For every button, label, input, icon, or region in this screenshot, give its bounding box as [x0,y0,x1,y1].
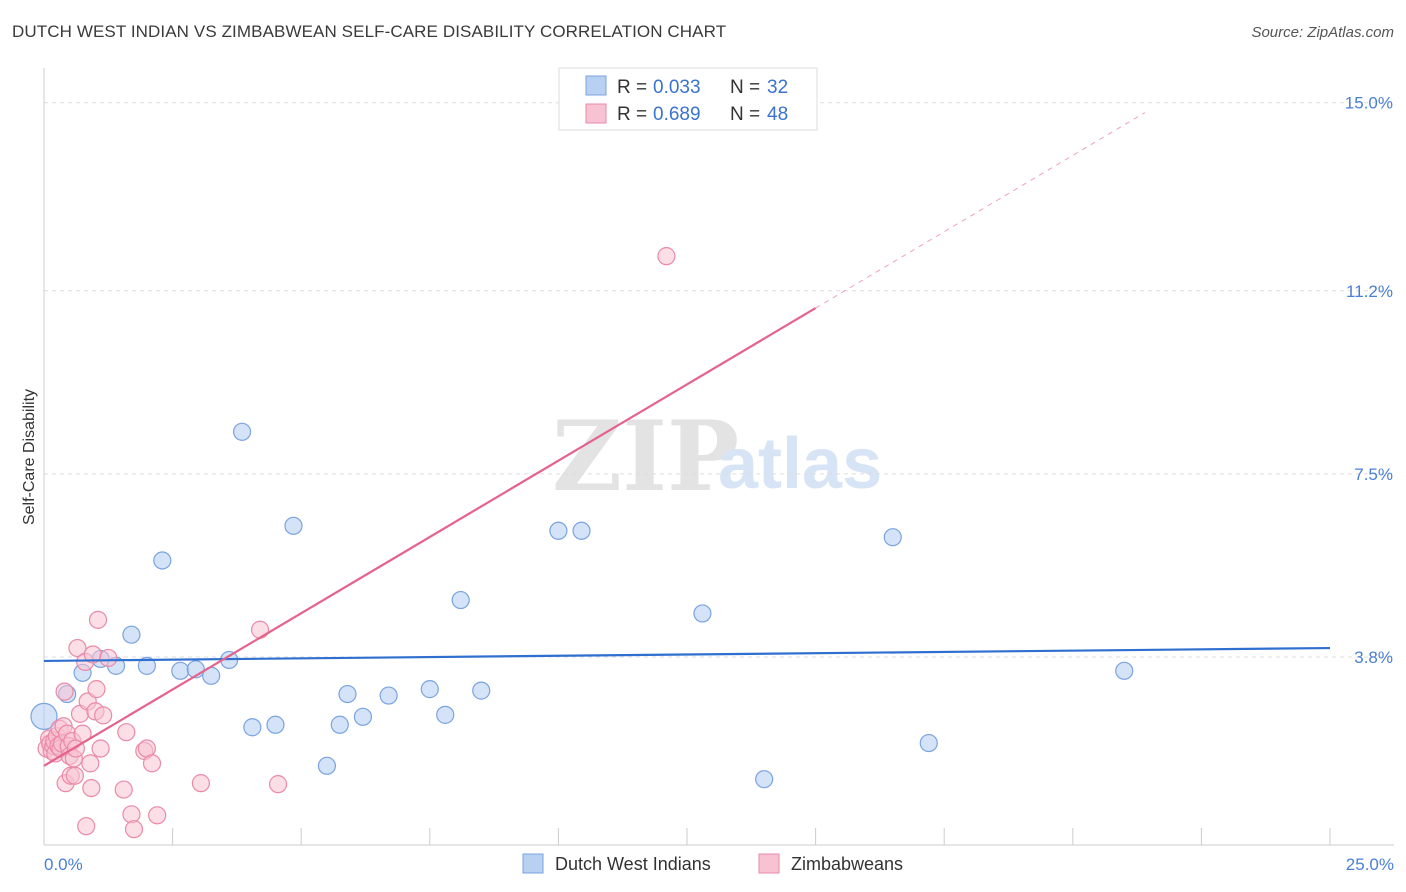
point-zimbabweans [122,805,141,824]
point-zimbabweans [268,775,288,794]
chart-title: DUTCH WEST INDIAN VS ZIMBABWEAN SELF-CAR… [12,22,727,41]
point-dutch-west-indians [338,684,357,704]
point-zimbabweans [68,638,87,658]
point-zimbabweans [88,610,108,629]
point-dutch-west-indians [755,770,774,789]
point-dutch-west-indians [353,707,373,726]
legend-r-value-2: 0.689 [653,104,701,125]
watermark-zip: ZIP [552,400,739,513]
x-axis-ticks [172,828,1331,845]
point-dutch-west-indians [137,656,156,675]
x-tick-label-min: 0.0% [44,855,83,874]
trend-line-zimbabweans-extension [815,112,1146,309]
point-zimbabweans [124,820,144,839]
y-tick-labels: 3.8% 7.5% 11.2% 15.0% [1345,94,1393,667]
bottom-legend-label-zimbabweans: Zimbabweans [791,854,903,874]
trend-lines [43,112,1331,767]
point-zimbabweans [77,817,96,836]
point-dutch-west-indians [284,516,303,535]
point-zimbabweans [114,780,133,799]
point-dutch-west-indians [451,590,470,610]
y-tick-label: 11.2% [1346,282,1393,301]
legend-r-label-1: R = [617,77,647,98]
watermark-atlas: atlas [718,424,882,504]
point-zimbabweans [81,754,100,773]
legend-n-value-2: 48 [767,104,788,125]
point-zimbabweans [82,778,101,798]
source-credit: Source: ZipAtlas.com [1251,24,1394,41]
point-zimbabweans [91,739,110,758]
point-dutch-west-indians [919,733,938,753]
point-dutch-west-indians [379,686,398,705]
point-zimbabweans [191,774,210,793]
legend-swatch-blue [585,75,607,96]
point-dutch-west-indians [436,705,455,724]
point-dutch-west-indians [883,528,902,547]
point-dutch-west-indians [243,718,262,737]
point-dutch-west-indians [266,715,285,734]
point-zimbabweans [55,682,74,701]
series-legend: Dutch West Indians Zimbabweans [522,853,903,874]
point-zimbabweans [99,648,118,668]
trend-line-dutch-west-indians [43,646,1331,663]
legend-swatch-pink [585,103,607,124]
point-dutch-west-indians [472,681,491,700]
point-zimbabweans [117,723,136,742]
y-tick-label: 15.0% [1345,94,1393,113]
legend-n-label-1: N = [730,77,760,98]
point-zimbabweans [657,247,676,266]
point-dutch-west-indians [171,661,190,680]
x-tick-label-max: 25.0% [1346,855,1394,874]
y-tick-label: 7.5% [1354,465,1393,484]
point-dutch-west-indians [153,551,172,570]
point-zimbabweans [65,766,84,785]
y-axis-title: Self-Care Disability [21,389,38,525]
legend-n-value-1: 32 [767,77,788,98]
point-zimbabweans [94,706,113,725]
point-dutch-west-indians [549,521,568,540]
point-zimbabweans [87,680,106,699]
point-dutch-west-indians [420,680,439,699]
point-dutch-west-indians [330,715,349,734]
point-zimbabweans [148,806,167,825]
point-dutch-west-indians [693,604,712,623]
stats-legend: R = 0.033 N = 32 R = 0.689 N = 48 [558,67,818,131]
y-tick-label: 3.8% [1354,648,1393,667]
point-zimbabweans [250,620,270,639]
bottom-legend-swatch-blue [522,853,544,874]
legend-r-value-1: 0.033 [653,77,701,98]
legend-r-label-2: R = [617,104,647,125]
point-zimbabweans [142,754,162,773]
series-zimbabweans [37,247,676,839]
point-dutch-west-indians [317,756,337,775]
point-dutch-west-indians [122,625,141,644]
bottom-legend-label-dutch-west-indians: Dutch West Indians [555,854,711,874]
point-dutch-west-indians [30,702,58,730]
gridlines [44,102,1394,658]
point-dutch-west-indians [232,422,252,441]
trend-line-zimbabweans [43,307,817,767]
point-dutch-west-indians [572,521,591,540]
point-dutch-west-indians [1115,661,1134,680]
bottom-legend-swatch-pink [758,853,780,874]
legend-n-label-2: N = [730,104,760,125]
